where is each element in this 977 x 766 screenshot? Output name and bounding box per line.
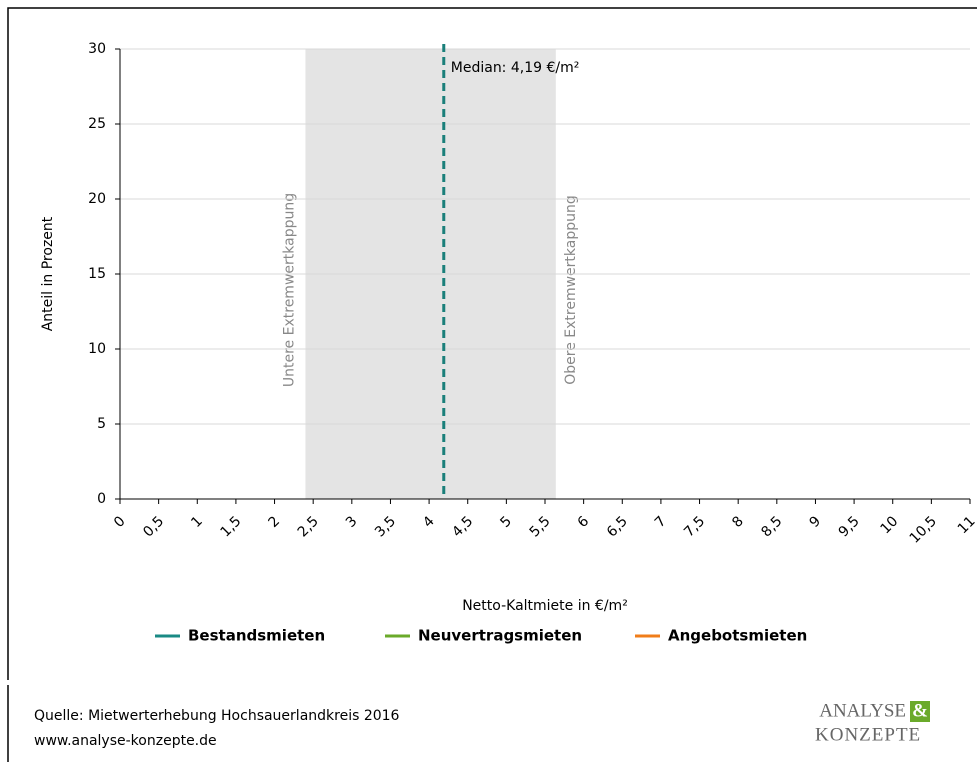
x-tick-label: 0,5	[140, 513, 167, 540]
x-tick-label: 4,5	[449, 513, 476, 540]
y-tick-label: 15	[88, 266, 106, 282]
legend-label: Angebotsmieten	[668, 627, 807, 645]
y-tick-label: 0	[97, 491, 106, 507]
y-tick-label: 5	[97, 416, 106, 432]
x-axis-label: Netto-Kaltmiete in €/m²	[462, 598, 628, 614]
x-tick-label: 5,5	[527, 513, 554, 540]
y-axis-label: Anteil in Prozent	[40, 216, 56, 331]
median-label: Median: 4,19 €/m²	[451, 60, 580, 76]
x-tick-label: 7,5	[681, 513, 708, 540]
url: www.analyse-konzepte.de	[34, 733, 217, 749]
x-tick-label: 11	[955, 513, 977, 537]
x-tick-label: 7	[652, 513, 670, 531]
x-tick-label: 5	[497, 513, 515, 531]
x-tick-label: 8,5	[758, 513, 785, 540]
cap-label: Untere Extremwertkappung	[281, 193, 297, 387]
legend-label: Neuvertragsmieten	[418, 627, 582, 645]
y-tick-label: 10	[88, 341, 106, 357]
x-tick-label: 1,5	[218, 513, 245, 540]
logo: KONZEPTE	[815, 724, 921, 745]
x-tick-label: 9,5	[836, 513, 863, 540]
x-tick-label: 1	[188, 513, 206, 531]
x-tick-label: 9	[806, 513, 824, 531]
plot: Untere Extremwertkappung Obere Extremwert…	[88, 41, 977, 645]
x-tick-label: 0	[111, 513, 129, 531]
x-tick-label: 4	[420, 513, 438, 531]
x-tick-label: 2	[266, 513, 284, 531]
x-tick-label: 10	[877, 513, 901, 537]
x-tick-label: 8	[729, 513, 747, 531]
y-tick-label: 20	[88, 191, 106, 207]
x-tick-label: 6	[575, 513, 593, 531]
legend-label: Bestandsmieten	[188, 627, 325, 645]
x-tick-label: 6,5	[604, 513, 631, 540]
logo: &	[912, 700, 928, 721]
source: Quelle: Mietwerterhebung Hochsauerlandkr…	[34, 708, 400, 724]
y-tick-label: 25	[88, 116, 106, 132]
y-tick-label: 30	[88, 41, 106, 57]
x-tick-label: 3,5	[372, 513, 399, 540]
x-tick-label: 3	[343, 513, 361, 531]
cap-label: Obere Extremwertkappung	[563, 195, 579, 385]
x-tick-label: 10,5	[907, 513, 940, 546]
frame	[7, 7, 977, 680]
x-tick-label: 2,5	[295, 513, 322, 540]
logo-box	[910, 701, 930, 722]
logo: ANALYSE	[819, 700, 906, 721]
